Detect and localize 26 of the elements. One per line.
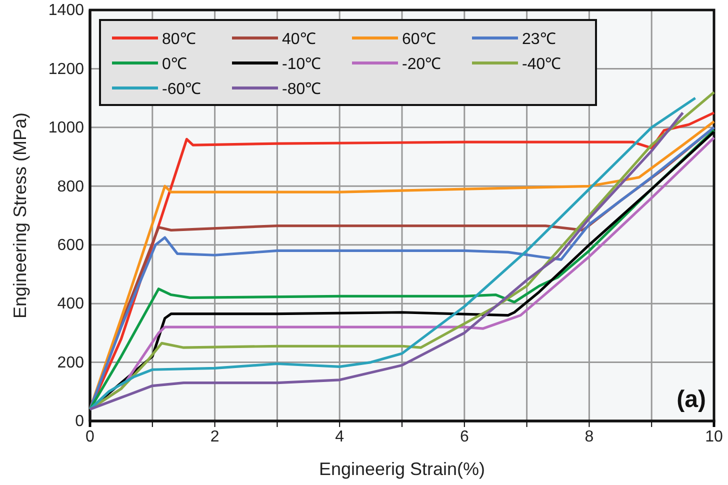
x-axis-title: Engineerig Strain(%) [318, 459, 486, 479]
x-tick-label: 4 [335, 428, 344, 446]
y-tick-label: 1400 [48, 2, 84, 20]
x-tick-label: 2 [210, 428, 220, 446]
x-tick-label: 8 [584, 428, 594, 446]
y-tick-label: 0 [75, 413, 84, 430]
y-tick-label: 200 [57, 354, 84, 372]
legend-label: -40℃ [522, 56, 562, 73]
legend-label: 60℃ [402, 31, 436, 48]
x-tick-label: 6 [460, 428, 469, 446]
y-axis-title: Engineering Stress (MPa) [10, 112, 30, 319]
legend-label: 80℃ [162, 31, 196, 48]
legend-label: -20℃ [402, 56, 442, 73]
legend-label: 23℃ [522, 31, 556, 48]
y-tick-label: 1200 [48, 60, 84, 78]
legend-label: -10℃ [282, 56, 322, 73]
x-tick-label: 10 [705, 428, 723, 446]
y-tick-label: 1000 [48, 120, 84, 137]
y-tick-label: 800 [57, 178, 84, 196]
y-tick-label: 400 [57, 296, 84, 313]
legend-label: 40℃ [282, 31, 316, 48]
legend-label: -60℃ [162, 81, 202, 98]
annotation: (a) [676, 386, 706, 413]
y-tick-label: 600 [57, 236, 84, 254]
legend-label: -80℃ [282, 81, 322, 98]
legend-label: 0℃ [162, 56, 187, 73]
